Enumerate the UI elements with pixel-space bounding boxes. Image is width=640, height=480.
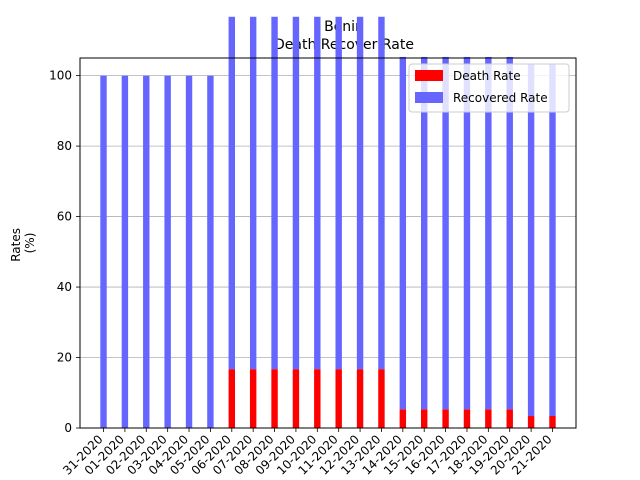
bar-death-rate	[249, 369, 257, 428]
bar-death-rate	[356, 369, 364, 428]
bar-recovered-rate	[314, 16, 321, 370]
bar-death-rate	[506, 409, 513, 428]
bar-death-rate	[335, 369, 342, 428]
bar-recovered-rate	[356, 16, 364, 370]
bar-death-rate	[442, 409, 449, 428]
bar-recovered-rate	[100, 75, 107, 428]
y-tick-label: 80	[57, 139, 72, 153]
bar-death-rate	[271, 369, 278, 428]
y-tick-label: 60	[57, 210, 72, 224]
bar-recovered-rate	[228, 16, 235, 370]
legend-label-death-rate: Death Rate	[453, 69, 521, 83]
x-axis: 31-202001-202002-202003-202004-202005-20…	[60, 428, 555, 478]
bar-death-rate	[399, 409, 407, 428]
y-axis-label-line-1: Rates	[9, 228, 23, 262]
bar-death-rate	[485, 409, 492, 428]
bar-recovered-rate	[164, 75, 171, 428]
y-tick-label: 100	[49, 69, 72, 83]
bar-death-rate	[527, 416, 535, 428]
y-axis-label: Rates (%)	[9, 224, 37, 262]
bar-death-rate	[463, 409, 471, 428]
bar-recovered-rate	[463, 56, 471, 410]
bar-recovered-rate	[271, 16, 278, 370]
y-tick-label: 40	[57, 280, 72, 294]
y-axis: 0 20 40 60 80 100	[49, 69, 80, 435]
bar-recovered-rate	[378, 16, 385, 370]
bar-recovered-rate	[207, 75, 214, 428]
bar-recovered-rate	[485, 56, 492, 410]
bar-recovered-rate	[442, 56, 449, 410]
bar-recovered-rate	[185, 75, 193, 428]
bar-recovered-rate	[335, 16, 342, 370]
bar-recovered-rate	[143, 75, 150, 428]
bar-death-rate	[549, 416, 556, 428]
bar-death-rate	[292, 369, 300, 428]
bar-death-rate	[378, 369, 385, 428]
bar-death-rate	[314, 369, 321, 428]
legend: Death Rate Recovered Rate	[408, 63, 570, 113]
bar-death-rate	[421, 409, 428, 428]
legend-swatch-recovered-rate	[415, 92, 443, 103]
bar-recovered-rate	[506, 56, 513, 410]
bar-recovered-rate	[121, 75, 129, 428]
bar-recovered-rate	[421, 56, 428, 410]
bar-death-rate	[228, 369, 235, 428]
plot-frame	[79, 57, 577, 429]
bar-recovered-rate	[527, 63, 535, 417]
bar-recovered-rate	[399, 56, 407, 410]
y-tick-label: 20	[57, 351, 72, 365]
bars	[100, 16, 556, 428]
bar-recovered-rate	[249, 16, 257, 370]
legend-swatch-death-rate	[415, 70, 443, 81]
bar-recovered-rate	[549, 63, 556, 417]
legend-label-recovered-rate: Recovered Rate	[453, 91, 548, 105]
legend-box	[408, 63, 570, 113]
chart-title: Benin	[324, 19, 364, 35]
y-axis-label-line-2: (%)	[23, 233, 37, 254]
y-tick-label: 0	[64, 421, 72, 435]
bar-recovered-rate	[292, 16, 300, 370]
